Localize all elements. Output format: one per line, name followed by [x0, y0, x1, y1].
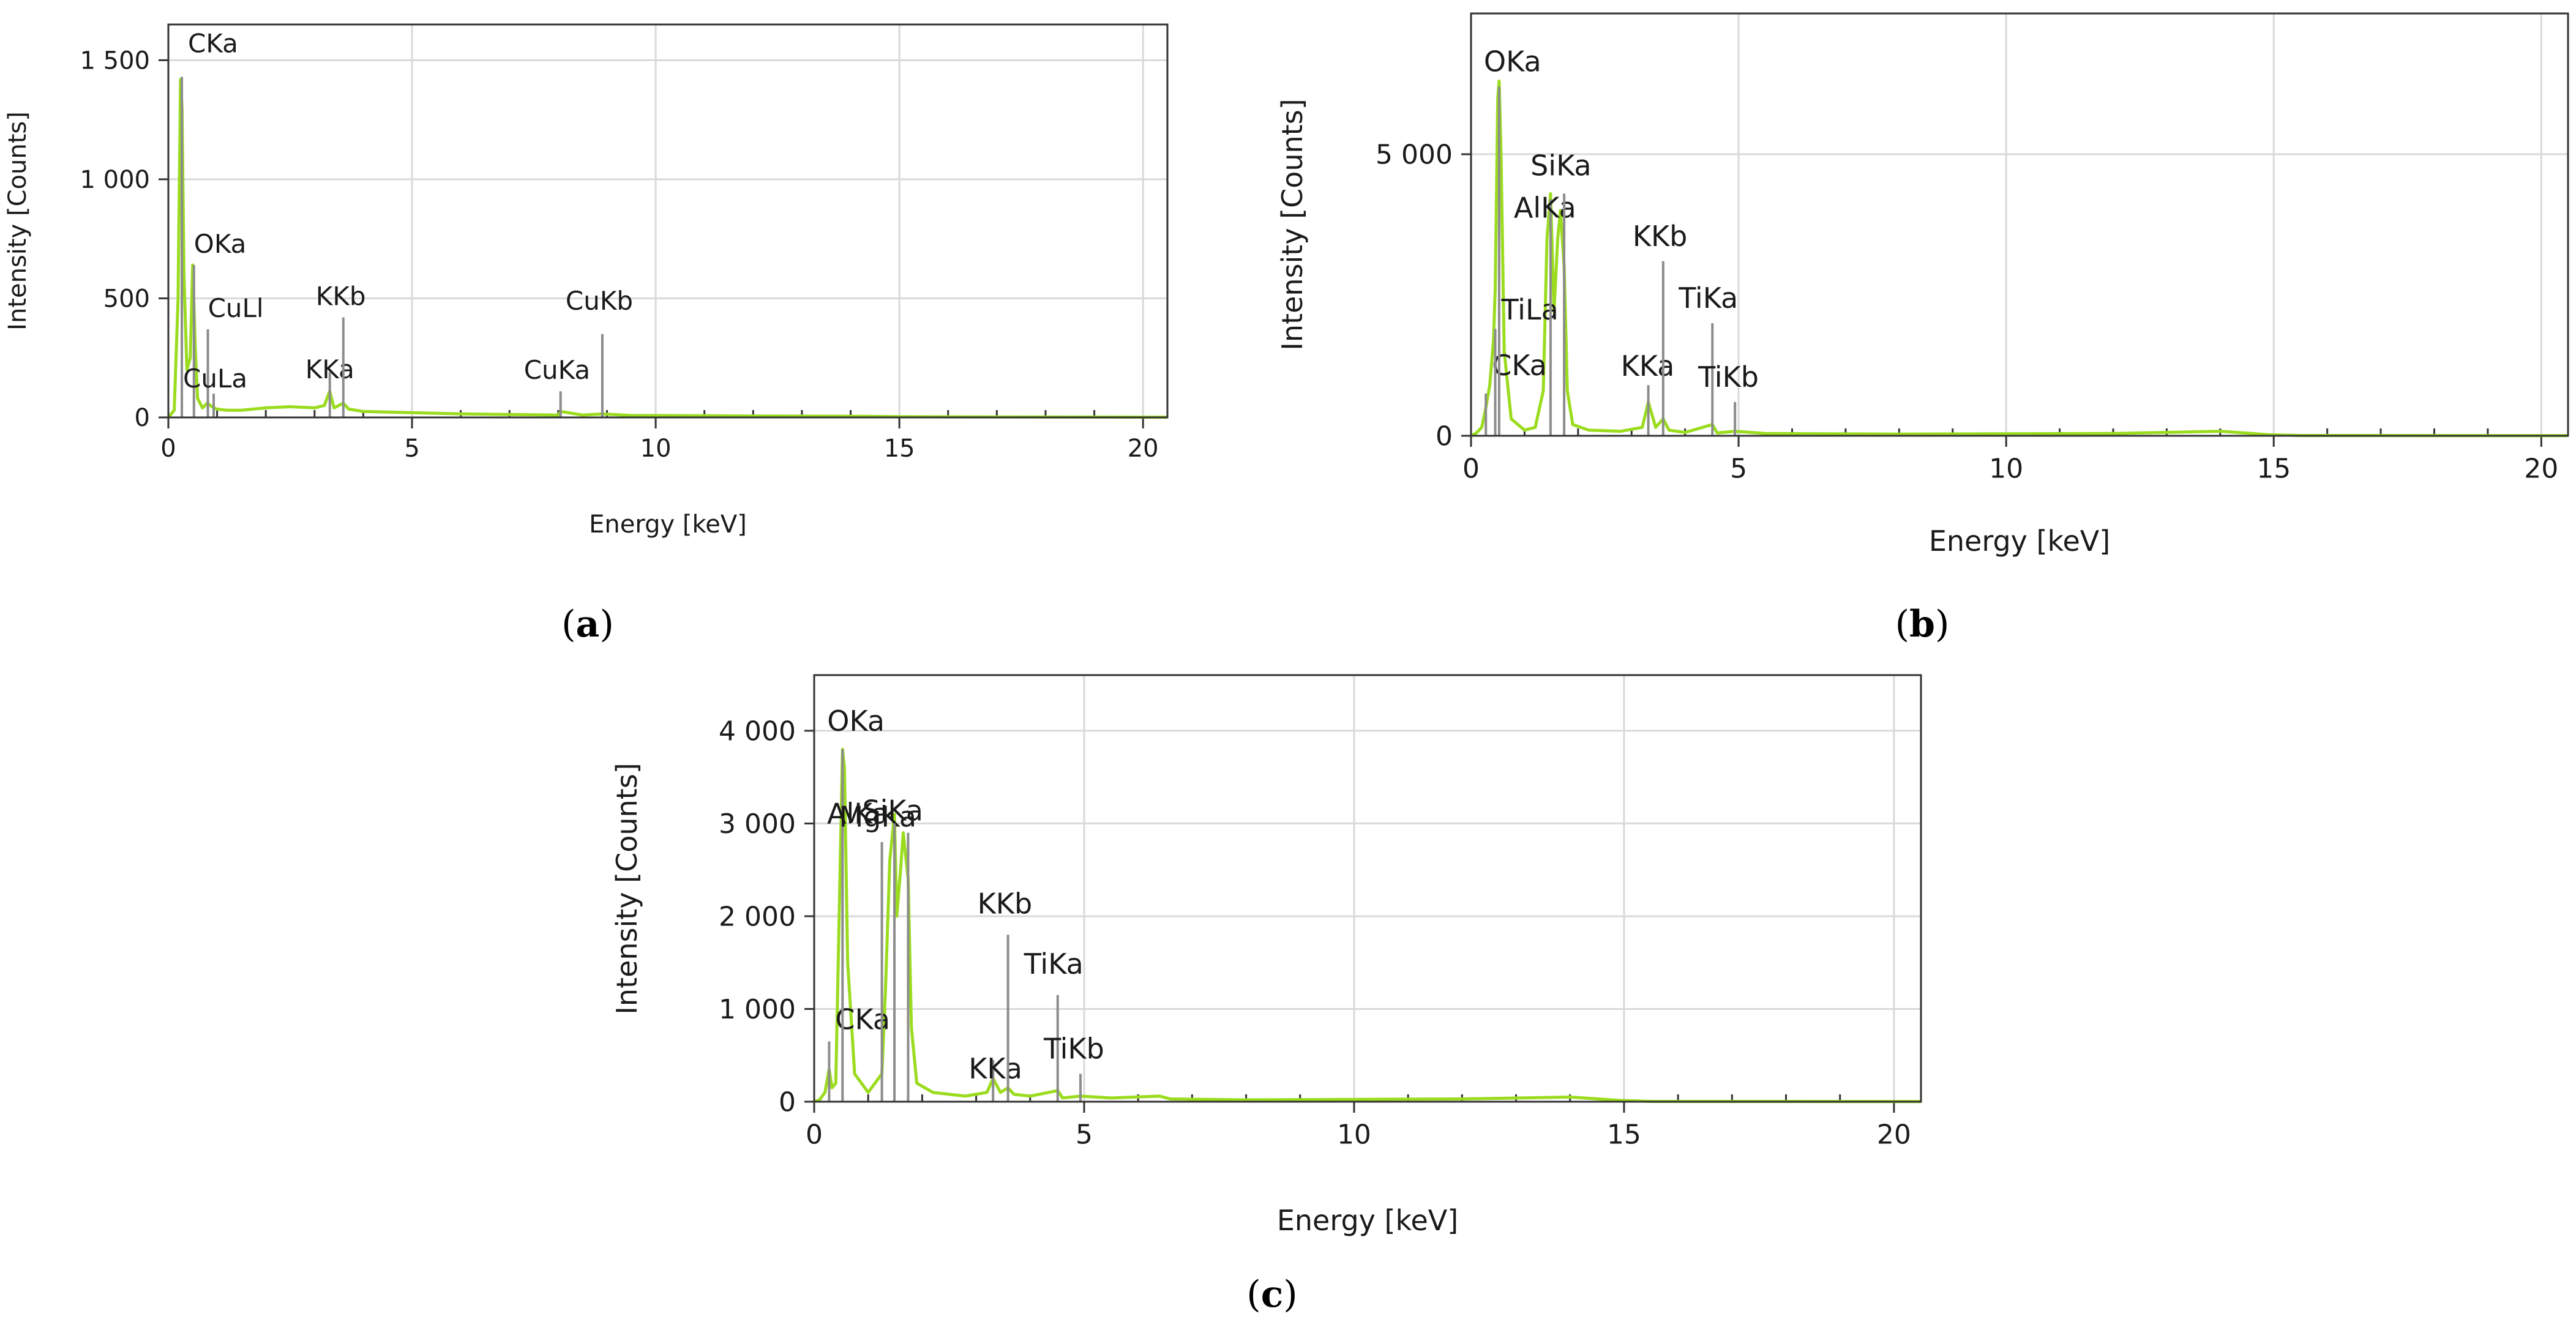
- peak-label: CKa: [1492, 349, 1547, 382]
- series-line-spectrum: [814, 747, 1922, 1104]
- peak-label: KKb: [978, 887, 1033, 920]
- x-tick-label: 20: [1877, 1119, 1911, 1151]
- caption-paren-close: ): [1283, 1273, 1297, 1316]
- x-tick-label: 10: [1337, 1119, 1371, 1151]
- x-tick-label: 5: [404, 435, 419, 463]
- caption-letter: a: [576, 603, 600, 646]
- peak-label: KKb: [316, 282, 366, 312]
- x-tick-label: 0: [1462, 454, 1480, 485]
- peak-label: KKa: [968, 1052, 1022, 1085]
- plot-area: [1471, 13, 2568, 436]
- peak-label: TiLa: [1501, 293, 1559, 326]
- x-tick-label: 10: [640, 435, 672, 463]
- y-tick-label: 0: [779, 1086, 796, 1118]
- y-axis-label: Intensity [Counts]: [610, 763, 643, 1014]
- y-tick-label: 1 500: [80, 47, 150, 75]
- peak-label: CuLa: [183, 364, 247, 394]
- peak-label: TiKb: [1698, 361, 1759, 394]
- x-tick-label: 20: [2524, 454, 2558, 485]
- plot-frame: [167, 23, 1169, 419]
- peak-label: CuKa: [524, 355, 591, 385]
- peak-label: OKa: [194, 229, 247, 259]
- x-tick-label: 15: [1607, 1119, 1641, 1151]
- peak-label: TiKb: [1043, 1033, 1104, 1066]
- caption-paren-open: (: [561, 603, 575, 646]
- peak-label: SiKa: [862, 794, 923, 828]
- caption-paren-close: ): [599, 603, 613, 646]
- y-tick-label: 0: [1436, 420, 1453, 452]
- plot-area: [814, 675, 1921, 1102]
- peak-label: OKa: [827, 704, 885, 738]
- x-axis-label: Energy [keV]: [1277, 1204, 1458, 1237]
- x-tick-label: 10: [1989, 454, 2023, 485]
- series-line-spectrum: [167, 78, 1168, 419]
- y-tick-label: 5 000: [1376, 139, 1453, 170]
- peak-label: KKa: [305, 354, 354, 384]
- y-tick-label: 4 000: [719, 715, 796, 747]
- x-tick-label: 5: [1076, 1119, 1093, 1151]
- panel-caption: (c): [1246, 1273, 1297, 1316]
- y-tick-label: 500: [103, 285, 150, 313]
- plot-area: [168, 24, 1167, 417]
- panel-caption: (a): [561, 603, 614, 646]
- y-axis-label: Intensity [Counts]: [1276, 99, 1309, 350]
- peak-label: OKa: [1484, 45, 1541, 78]
- panel-caption: (b): [1895, 603, 1950, 646]
- caption-letter: c: [1261, 1273, 1284, 1316]
- peak-label: SiKa: [1530, 149, 1592, 182]
- y-tick-label: 1 000: [80, 166, 150, 194]
- y-tick-label: 3 000: [719, 809, 796, 840]
- y-tick-label: 0: [135, 404, 150, 432]
- plot-frame: [1470, 12, 2569, 437]
- caption-paren-open: (: [1246, 1273, 1260, 1316]
- peak-label: KKb: [1633, 220, 1688, 253]
- x-tick-label: 0: [160, 435, 176, 463]
- peak-label: CuLl: [208, 293, 264, 323]
- y-tick-label: 2 000: [719, 901, 796, 932]
- peak-label: CKa: [188, 29, 238, 59]
- caption-paren-open: (: [1895, 603, 1909, 646]
- peak-label: TiKa: [1678, 282, 1738, 315]
- peak-label: CuKb: [566, 286, 633, 316]
- x-axis-label: Energy [keV]: [1929, 525, 2110, 558]
- x-axis-label: Energy [keV]: [589, 510, 747, 539]
- peak-label: TiKa: [1024, 947, 1084, 981]
- peak-label: KKa: [1621, 349, 1675, 383]
- peak-label: AlKa: [1514, 192, 1576, 225]
- chart-panel-b: 0 5 10 15 20 0 5 000 CKa TiLa OKa AlKa SiKa KKa KKb Ti…: [1276, 12, 2569, 646]
- y-axis-label: Intensity [Counts]: [4, 111, 32, 331]
- x-tick-label: 15: [884, 435, 915, 463]
- x-tick-label: 20: [1128, 435, 1159, 463]
- plot-frame: [813, 674, 1922, 1103]
- chart-panel-a: 0 5 10 15 20 0 500 1 000 1 500 CKa OKa CuLl CuLa KKa K…: [4, 23, 1169, 646]
- caption-paren-close: ): [1935, 603, 1949, 646]
- peak-label: AlKa: [827, 797, 889, 830]
- y-tick-label: 1 000: [719, 994, 796, 1025]
- x-tick-label: 15: [2256, 454, 2291, 485]
- caption-letter: b: [1909, 603, 1935, 646]
- x-tick-label: 0: [806, 1119, 823, 1151]
- peak-label: MgKa: [839, 801, 916, 834]
- x-tick-label: 5: [1730, 454, 1747, 485]
